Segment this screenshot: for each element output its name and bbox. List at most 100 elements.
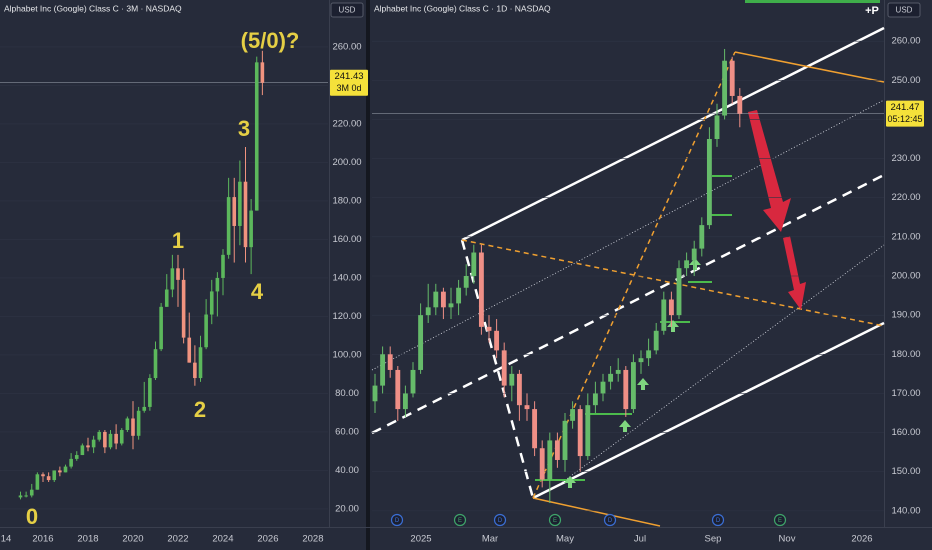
y-tick-label: 260.00	[332, 41, 361, 52]
candle-body	[410, 369, 416, 394]
candle-body	[249, 210, 253, 248]
top-bar	[745, 0, 880, 3]
x-tick-label: 2026	[257, 534, 278, 545]
currency: USD	[339, 6, 356, 15]
candle-body	[114, 433, 118, 444]
pitchfork-quarter	[371, 99, 885, 371]
y-tick-label: 80.00	[335, 388, 359, 399]
candle-body	[608, 373, 614, 382]
green-arrow	[689, 258, 701, 270]
candle-body	[29, 489, 34, 496]
x-tick-label: Nov	[779, 534, 796, 545]
x-tick-label: 2024	[212, 534, 233, 545]
event-label: E	[778, 518, 782, 524]
y-tick-label: 160.00	[891, 427, 920, 438]
candle-body	[395, 369, 401, 410]
y-tick-label: 200.00	[891, 271, 920, 282]
candle-body	[577, 409, 583, 457]
price-axis-border	[884, 0, 885, 527]
candle-body	[69, 458, 73, 467]
candle-body	[80, 445, 85, 456]
event-marker	[711, 513, 725, 527]
candle-body	[440, 291, 446, 308]
candle-body	[737, 95, 743, 114]
event-label: D	[498, 518, 503, 524]
green-arrow	[667, 320, 679, 332]
x-tick-label: 2026	[851, 534, 872, 545]
candle-body	[524, 405, 530, 410]
candle-body	[125, 418, 130, 431]
candle-body	[148, 378, 152, 407]
candle-body	[418, 315, 424, 370]
candle-body	[170, 268, 175, 290]
pitchfork-handle	[460, 239, 535, 499]
candle-body	[46, 476, 51, 481]
candle-body	[478, 252, 484, 327]
candle-body	[516, 373, 522, 406]
candle-body	[41, 474, 45, 477]
candle-body	[562, 420, 568, 460]
y-tick-label: 250.00	[891, 75, 920, 86]
green-arrow	[619, 420, 631, 432]
candle-body	[58, 470, 62, 473]
candle-body	[164, 289, 169, 307]
candle-body	[554, 440, 560, 460]
event-marker	[453, 513, 467, 527]
chart-title: Alphabet Inc (Google) Class C · 1D · NAS…	[374, 3, 551, 13]
candle-body	[638, 358, 644, 363]
y-tick-label: 220.00	[332, 118, 361, 129]
candle-body	[676, 268, 682, 316]
countdown: 05:12:45	[887, 114, 922, 124]
candle-body	[91, 439, 96, 448]
candle-body	[176, 268, 180, 280]
candle-body	[547, 440, 553, 480]
panel-divider	[366, 0, 370, 550]
candle-body	[699, 225, 705, 249]
currency: USD	[896, 6, 913, 15]
y-tick-label: 180.00	[332, 195, 361, 206]
x-tick-label: Mar	[482, 534, 498, 545]
y-tick-label: 140.00	[332, 272, 361, 283]
countdown: 3M 0d	[336, 83, 361, 93]
candle-body	[600, 381, 606, 394]
y-tick-label: 220.00	[891, 192, 920, 203]
plot	[0, 46, 328, 510]
x-tick-label: Sep	[705, 534, 722, 545]
x-tick-label: Jul	[634, 534, 646, 545]
candle-body	[661, 299, 667, 331]
candle-body	[18, 495, 23, 498]
candle-body	[198, 347, 203, 379]
event-label: E	[458, 518, 462, 524]
y-tick-label: 100.00	[332, 349, 361, 360]
candle-body	[187, 337, 192, 363]
price-box	[886, 100, 924, 127]
time-axis-border	[0, 527, 932, 528]
candle-body	[372, 385, 378, 402]
pitchfork-lower	[532, 321, 885, 500]
candle-body	[714, 115, 720, 139]
green-arrow	[564, 476, 576, 488]
x-tick-label: May	[556, 534, 574, 545]
green-arrow	[637, 378, 649, 390]
y-tick-label: 210.00	[891, 231, 920, 242]
candle-body	[402, 393, 408, 410]
y-tick-label: 150.00	[891, 466, 920, 477]
candle-body	[486, 326, 492, 331]
wave-label: 2	[194, 397, 206, 422]
y-tick-label: 20.00	[335, 503, 359, 514]
candle-body	[35, 474, 40, 490]
x-tick-label: 2018	[77, 534, 98, 545]
candle-body	[108, 433, 113, 448]
x-tick-label: 2025	[410, 534, 431, 545]
y-tick-label: 40.00	[335, 465, 359, 476]
tool-label[interactable]: +P	[865, 5, 879, 17]
candle-body	[668, 299, 674, 316]
price-box	[330, 69, 368, 96]
x-tick-label: 2020	[122, 534, 143, 545]
candle-body	[260, 62, 265, 83]
currency-box	[330, 2, 364, 18]
pitchfork-median	[371, 173, 885, 435]
candle-body	[131, 418, 135, 436]
y-tick-label: 60.00	[335, 426, 359, 437]
